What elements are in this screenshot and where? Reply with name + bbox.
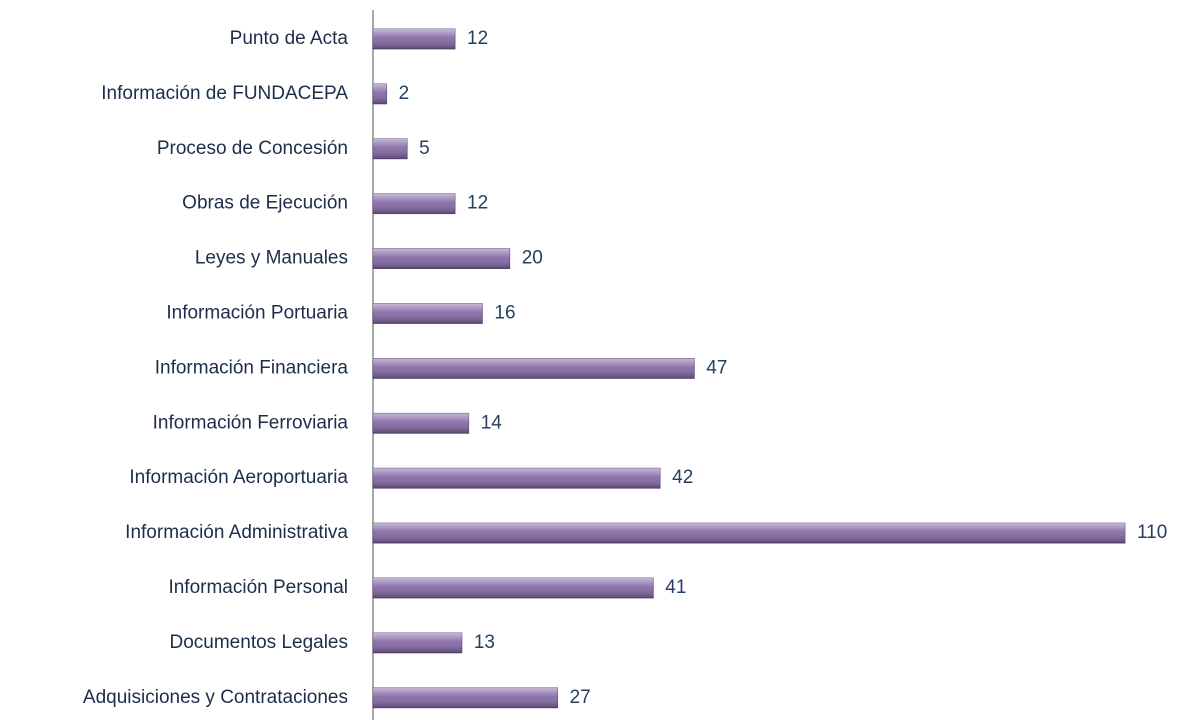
value-label: 20 (522, 248, 543, 269)
category-label: Información de FUNDACEPA (101, 83, 348, 104)
bar-shine (373, 83, 387, 104)
bar-shine (373, 248, 510, 269)
value-label: 41 (665, 577, 686, 598)
category-label: Información Ferroviaria (153, 412, 349, 433)
category-label: Documentos Legales (170, 632, 349, 653)
category-label: Obras de Ejecución (182, 193, 348, 214)
bar-shine (373, 468, 661, 489)
bar-shine (373, 578, 654, 598)
value-label: 12 (467, 28, 488, 49)
value-label: 42 (672, 467, 693, 488)
category-label: Información Financiera (155, 357, 349, 378)
bar-shine (373, 138, 408, 159)
bar-shine (373, 523, 1125, 544)
category-label: Información Administrativa (125, 522, 348, 543)
category-label: Punto de Acta (230, 28, 349, 49)
value-label: 16 (494, 303, 515, 324)
category-label: Adquisiciones y Contrataciones (83, 687, 348, 708)
bar-shine (373, 687, 558, 708)
bar-shine (373, 358, 695, 379)
bar-shine (373, 413, 469, 434)
category-label: Información Aeroportuaria (129, 467, 348, 488)
category-label: Proceso de Concesión (157, 138, 348, 159)
value-label: 13 (474, 632, 495, 653)
value-label: 12 (467, 193, 488, 214)
category-label: Información Portuaria (166, 303, 348, 324)
bar-shine (373, 29, 456, 49)
value-label: 47 (706, 357, 727, 378)
category-label: Información Personal (168, 577, 348, 598)
value-label: 2 (399, 83, 410, 104)
value-label: 14 (481, 412, 503, 433)
bar-shine (373, 303, 483, 324)
category-label: Leyes y Manuales (195, 248, 348, 269)
value-label: 110 (1137, 522, 1167, 543)
value-label: 5 (419, 138, 430, 159)
bar-shine (373, 632, 462, 653)
bar-shine (373, 193, 456, 214)
value-label: 27 (570, 687, 591, 708)
